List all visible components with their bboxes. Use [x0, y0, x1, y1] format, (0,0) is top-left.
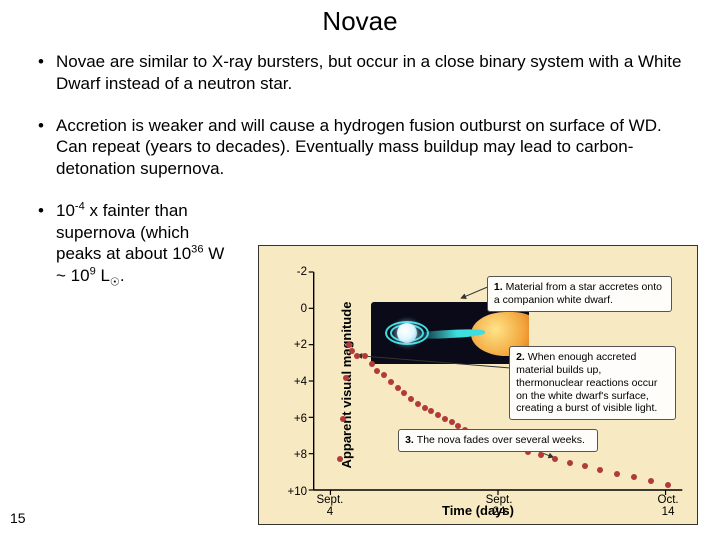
- data-point: [422, 405, 428, 411]
- data-point: [369, 361, 375, 367]
- data-point: [614, 471, 620, 477]
- y-tick-label: +2: [294, 339, 313, 351]
- nova-figure: Apparent visual magnitude Time (days) -2…: [258, 245, 698, 525]
- data-point: [648, 478, 654, 484]
- bullet-1: Novae are similar to X-ray bursters, but…: [36, 51, 684, 95]
- data-point: [665, 482, 671, 488]
- page-title: Novae: [36, 6, 684, 37]
- data-point: [408, 396, 414, 402]
- data-point: [349, 348, 355, 354]
- data-point: [340, 416, 346, 422]
- data-point: [362, 353, 368, 359]
- data-point: [442, 416, 448, 422]
- data-point: [401, 390, 407, 396]
- data-point: [449, 419, 455, 425]
- bullet-2: Accretion is weaker and will cause a hyd…: [36, 115, 684, 180]
- callout-2: 2. When enough accreted material builds …: [509, 346, 676, 420]
- data-point: [388, 379, 394, 385]
- y-tick-label: +4: [294, 376, 313, 388]
- data-point: [538, 452, 544, 458]
- x-tick-label: Sept.24: [486, 490, 513, 518]
- bullet-3-sup1: -4: [75, 200, 85, 212]
- callout-3: 3. The nova fades over several weeks.: [398, 429, 598, 452]
- data-point: [374, 368, 380, 374]
- bullet-3-sup2: 36: [191, 244, 203, 256]
- data-point: [415, 401, 421, 407]
- callout-1: 1. Material from a star accretes onto a …: [487, 276, 672, 312]
- y-tick-label: +6: [294, 413, 313, 425]
- slide: Novae Novae are similar to X-ray burster…: [0, 0, 720, 540]
- data-point: [597, 467, 603, 473]
- data-point: [337, 456, 343, 462]
- y-tick-label: -2: [297, 266, 313, 278]
- data-point: [631, 474, 637, 480]
- bullet-3-sub: ☉: [110, 276, 120, 288]
- bullet-3-text4: L: [96, 266, 110, 285]
- y-tick-label: 0: [301, 303, 313, 315]
- bullet-3: 10-4 x fainter than supernova (which pea…: [36, 200, 236, 287]
- y-tick-label: +10: [287, 486, 313, 498]
- data-point: [582, 463, 588, 469]
- data-point: [354, 353, 360, 359]
- page-number: 15: [10, 510, 26, 526]
- bullet-3-text: 10: [56, 201, 75, 220]
- data-point: [552, 456, 558, 462]
- data-point: [395, 385, 401, 391]
- data-point: [428, 408, 434, 414]
- bullet-3-text5: .: [120, 266, 125, 285]
- x-tick-label: Sept.4: [316, 490, 343, 518]
- x-tick-label: Oct.14: [658, 490, 679, 518]
- plot-area: -20+2+4+6+8+10Sept.4Sept.24Oct.141. Mate…: [313, 272, 683, 490]
- data-point: [567, 460, 573, 466]
- data-point: [435, 412, 441, 418]
- data-point: [343, 375, 349, 381]
- data-point: [381, 372, 387, 378]
- y-tick-label: +8: [294, 449, 313, 461]
